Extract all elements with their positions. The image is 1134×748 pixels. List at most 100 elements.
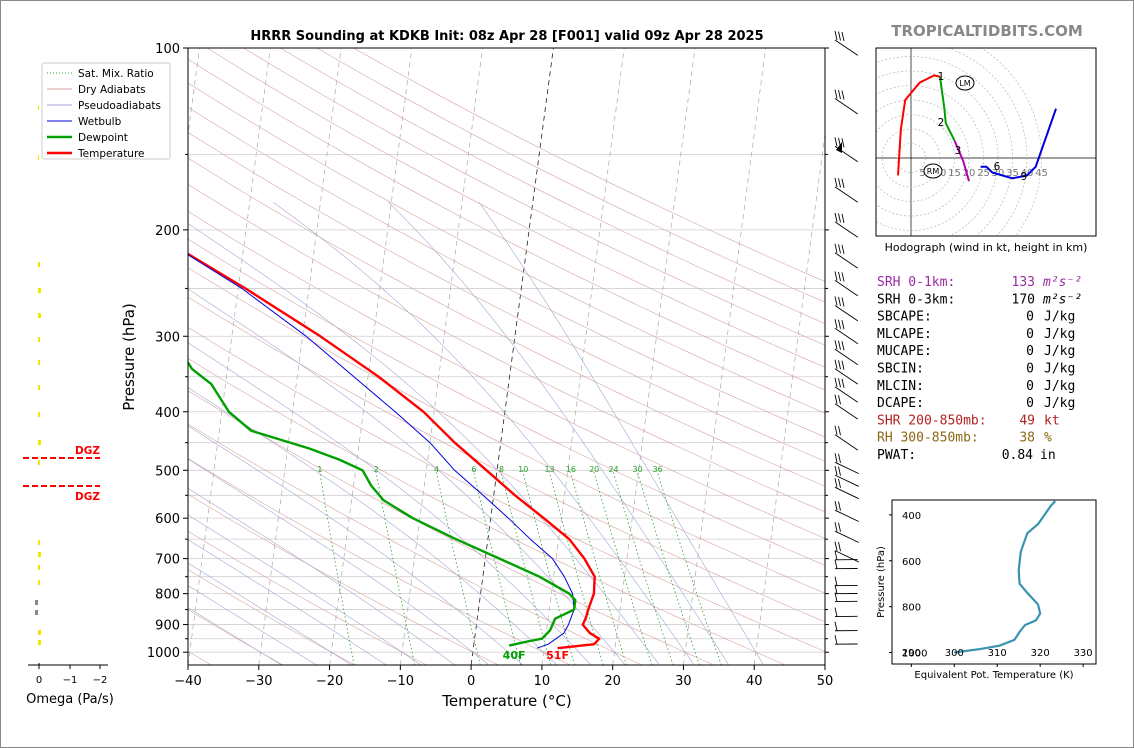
hodograph-grid: 51015202530354045 (876, 48, 1096, 236)
omega-bar (38, 155, 39, 160)
hodograph-caption: Hodograph (wind in kt, height in km) (885, 241, 1088, 254)
index-value: 0 (1026, 310, 1034, 325)
dry-adiabat (188, 358, 786, 665)
mixing-ratio-label: 36 (653, 465, 663, 474)
legend-label: Temperature (77, 148, 145, 160)
wind-barb-flag (834, 271, 838, 281)
wind-barb-flag (834, 453, 838, 463)
wind-barb-staff (834, 280, 859, 297)
wind-barb-flag (834, 394, 838, 404)
theta-e-x-label: Equivalent Pot. Temperature (K) (914, 670, 1073, 681)
wind-barb-flag (838, 31, 841, 41)
dry-adiabat (188, 569, 355, 665)
dry-adiabat (188, 58, 825, 391)
mixing-ratio-line (319, 470, 355, 665)
omega-bar (38, 262, 40, 267)
omega-bar (38, 540, 40, 545)
omega-bar (38, 360, 40, 365)
legend: Sat. Mix. Ratio Dry Adiabats Pseudoadiabat… (41, 62, 171, 160)
wind-barb-flag (834, 635, 838, 645)
mixing-ratio-line (612, 470, 674, 665)
y-tick-label: 1000 (147, 646, 180, 661)
omega-bar (35, 600, 38, 605)
x-tick-label: 20 (604, 674, 621, 689)
index-value: 170 (1012, 292, 1035, 307)
series-line-dewpoint (188, 360, 577, 647)
wind-barb-flag (834, 584, 838, 594)
mixing-ratio-label: 16 (566, 465, 576, 474)
y-tick-label: 800 (155, 588, 180, 603)
theta-e-profile (954, 500, 1057, 654)
pseudoadiabat (188, 458, 489, 665)
omega-bar (38, 630, 41, 635)
omega-tick-label: 0 (36, 675, 42, 686)
hodograph-segment (953, 140, 970, 182)
hodograph-ring-label: 5 (919, 168, 925, 179)
theta-e-y-tick-label: 400 (902, 511, 921, 522)
wind-barb-flag (841, 31, 845, 42)
series-line-wetbulb (188, 254, 575, 649)
chart-title: HRRR Sounding at KDKB Init: 08z Apr 28 [… (250, 29, 763, 44)
surface-temperature-label: 51F (546, 649, 569, 662)
dry-adiabat (188, 157, 825, 487)
wind-barb-flag (834, 319, 838, 329)
omega-axis-label: Omega (Pa/s) (26, 692, 114, 707)
y-tick-label: 300 (155, 330, 180, 345)
hodograph-segment (980, 165, 993, 174)
wind-barb-staff (834, 368, 859, 385)
isotherm-line (258, 48, 342, 665)
legend-label: Dewpoint (78, 132, 128, 144)
wind-barb-flag (841, 244, 845, 254)
wind-barb-pennant (836, 142, 842, 153)
index-unit: J/kg (1044, 310, 1075, 325)
legend-box (41, 62, 171, 160)
wind-barb-flag (838, 522, 841, 532)
theta-e-x-tick-label: 300 (945, 648, 964, 659)
wind-barb-flag (838, 319, 841, 329)
hodograph-ring (876, 114, 955, 202)
wind-barb-flag (838, 89, 841, 100)
omega-bar (38, 337, 40, 342)
index-unit: % (1044, 431, 1052, 446)
mixing-ratio-label: 10 (518, 465, 528, 474)
index-label: PWAT: (877, 448, 916, 463)
index-value: 0 (1026, 379, 1034, 394)
mixing-ratio-line (569, 470, 627, 665)
hodograph-ring (881, 128, 941, 188)
hodograph-ring-label: 15 (948, 168, 961, 179)
y-tick-label: 600 (155, 512, 180, 527)
mixing-ratio-line (522, 470, 575, 665)
surface-dewpoint-label: 40F (503, 649, 526, 662)
x-tick-label: 40 (746, 674, 763, 689)
dry-adiabat (188, 238, 825, 566)
mixing-ratio-label: 1 (317, 465, 322, 474)
omega-bar (38, 105, 39, 110)
mixing-ratio-label: 8 (499, 465, 504, 474)
omega-bar (38, 565, 40, 570)
hodograph-ring-label: 35 (1006, 168, 1019, 179)
wind-barb-flag (838, 478, 841, 488)
watermark: TROPICALTIDBITS.COM (891, 22, 1083, 40)
wind-barb-flag (838, 378, 841, 388)
wind-barbs (834, 30, 859, 645)
dry-adiabat (188, 296, 825, 623)
wind-barb-staff (834, 98, 859, 115)
isotherm-line (753, 131, 825, 665)
wind-barb-flag (841, 320, 845, 330)
wind-barb-flag (838, 296, 841, 307)
index-unit: J/kg (1044, 344, 1075, 359)
wind-barb-flag (834, 296, 838, 306)
dry-adiabat (188, 390, 714, 665)
mixing-ratio-line (500, 470, 552, 665)
left-mover-label: LM (959, 79, 970, 88)
index-unit: m²s⁻² (1042, 292, 1082, 307)
omega-bar (35, 610, 38, 615)
mixing-ratio-label: 2 (374, 465, 379, 474)
pseudoadiabat (188, 539, 387, 665)
wind-barb-flag (834, 478, 838, 488)
wind-barb-flag (841, 272, 845, 282)
theta-e-axes: 290 300 310 320 330 400 600 800 1000 (889, 511, 1093, 667)
wind-barb-flag (841, 178, 845, 188)
pseudoadiabat (188, 387, 558, 665)
hodograph-height-label: 9 (1021, 171, 1028, 183)
